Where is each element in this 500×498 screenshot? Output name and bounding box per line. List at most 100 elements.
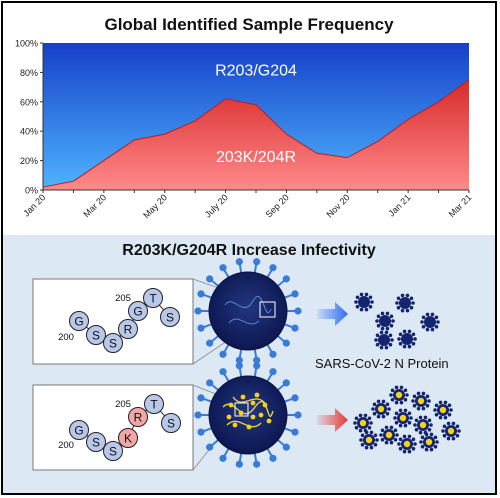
particle-spike [399,385,404,390]
particle-spike [443,400,448,405]
particle-spike [376,323,381,328]
particle-core [365,436,373,444]
particle-spike [359,292,364,297]
spike-head [219,368,227,376]
particle-spike [400,293,405,298]
x-tick-label: Mar 21 [447,192,474,219]
series-area-203k-204r [43,79,469,190]
residue-letter: S [109,445,117,459]
x-tick-label: Mar 20 [81,192,108,219]
particle-spike [390,338,394,342]
particle-core [395,391,403,399]
particle-core [399,414,407,422]
spike-head [219,454,227,462]
n-protein-aggregates [226,392,272,430]
particle-spike [435,440,439,444]
particle-spike [376,399,381,404]
particle-spike [447,412,452,417]
particle-spike [421,406,426,411]
particle-spike [364,445,369,450]
particle-spike [425,403,430,408]
particle-spike [407,329,412,334]
y-tick-label: 0% [25,186,38,196]
particle-spike [379,330,384,335]
particle-spike [405,393,409,397]
particle-spike [363,413,368,418]
particle-spike [398,446,403,451]
spike-head [219,264,227,272]
particle-body [379,315,391,327]
particle-spike [375,438,379,442]
particle-spike [353,421,357,425]
particle-spike [418,415,423,420]
particle-spike [402,449,407,454]
particle-spike [412,394,417,399]
particle-spike [430,312,435,317]
residue-bead [86,432,106,452]
particle-spike [372,402,377,407]
particle-spike [433,444,438,449]
residue-bead [118,428,138,448]
x-tick-label: Nov 20 [324,192,351,219]
residue-number-start: 200 [58,332,74,343]
residue-bead [69,420,89,440]
particle-spike [364,307,369,312]
particle-spike [395,433,399,437]
particle-spike [414,418,419,423]
particle-spike [402,344,407,349]
spike-head [269,264,277,272]
particle-core [425,438,433,446]
particle-spike [376,314,381,319]
particle-spike [427,418,432,423]
aggregate-dot [258,412,264,418]
particle-spike [433,435,438,440]
particle-spike [360,442,365,447]
particle-spike [388,333,393,338]
aggregate-dot [238,410,244,416]
spike-head [197,394,205,402]
residue-letter: R [134,411,143,425]
particle-spike [364,430,369,435]
aggregate-dot [240,394,246,400]
residue-letter: T [149,292,157,306]
particle-spike [421,391,426,396]
spike-head [253,356,261,364]
particle-spike [368,304,373,309]
particle-spike [425,394,430,399]
particle-spike [384,345,389,350]
particle-spike [379,433,383,437]
particle-spike [359,438,363,442]
particle-spike [358,413,363,418]
particle-spike [436,320,440,324]
residue-bead [103,333,123,353]
particle-spike [398,423,403,428]
particle-spike [403,423,408,428]
particle-spike [390,397,395,402]
aggregate-dot [228,402,234,408]
particle-spike [411,301,415,305]
particle-spike [389,425,394,430]
particle-body [424,316,436,328]
particle-spike [369,445,374,450]
particle-spike [421,315,426,320]
particle-spike [411,446,416,451]
particle-spike [369,421,373,425]
particle-spike [407,420,412,425]
particle-spike [389,393,393,397]
spike-head [235,258,243,266]
spike-head [282,275,290,283]
spike-head [206,443,214,451]
particle-spike [407,449,412,454]
particle-spike [411,437,416,442]
particle-spike [354,416,359,421]
particle-spike [396,296,401,301]
particle-spike [372,411,377,416]
particle-spike [398,408,403,413]
spike-head [294,307,302,315]
spike-head [235,460,243,468]
particle-spike [438,400,443,405]
arrow-red [317,408,348,432]
particle-body [399,297,411,309]
particle-spike [409,416,413,420]
